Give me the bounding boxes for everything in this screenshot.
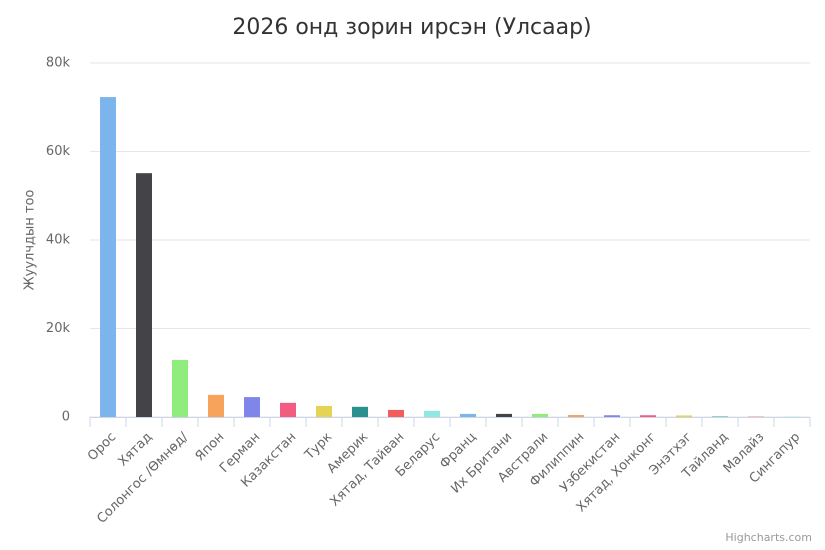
y-tick-label: 60k xyxy=(46,144,71,159)
bar xyxy=(280,402,296,417)
bar xyxy=(244,397,260,417)
y-tick-label: 80k xyxy=(46,56,71,71)
bar xyxy=(172,359,188,417)
bar xyxy=(496,413,512,417)
y-tick-label: 0 xyxy=(62,410,70,425)
y-tick-label: 40k xyxy=(46,233,71,248)
bar xyxy=(208,394,224,417)
bar xyxy=(604,415,620,417)
y-axis-title: Жуулчдын тоо xyxy=(23,190,38,291)
x-tick-label: Орос xyxy=(85,430,119,464)
chart-title: 2026 онд зорин ирсэн (Улсаар) xyxy=(232,15,591,40)
bar xyxy=(388,409,404,417)
bar xyxy=(568,415,584,417)
credits: Highcharts.com xyxy=(725,531,812,544)
bar xyxy=(460,413,476,417)
y-tick-label: 20k xyxy=(46,321,71,336)
bar xyxy=(316,405,332,417)
bar xyxy=(352,406,368,417)
bar xyxy=(100,97,116,417)
x-tick-label: Турк xyxy=(302,430,336,464)
bar xyxy=(640,415,656,417)
bar xyxy=(136,173,152,417)
bar xyxy=(532,413,548,417)
bar xyxy=(676,415,692,417)
bar xyxy=(424,410,440,417)
